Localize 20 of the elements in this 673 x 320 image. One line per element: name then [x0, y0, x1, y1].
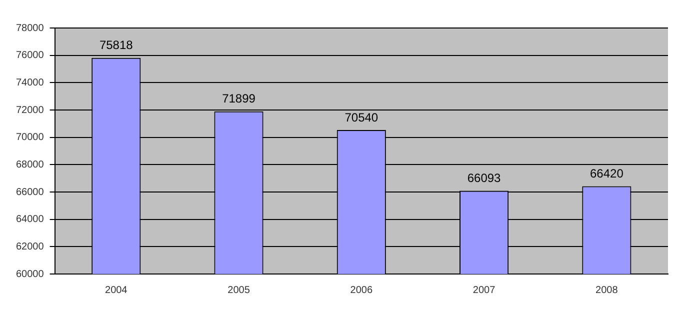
y-tick-label: 62000 [16, 241, 44, 252]
x-tick-label: 2004 [105, 284, 128, 296]
x-tick-label: 2007 [472, 284, 496, 296]
data-label: 66420 [590, 166, 624, 181]
data-label: 71899 [222, 92, 256, 106]
x-tick-label: 2005 [228, 284, 250, 296]
data-label: 75818 [99, 38, 134, 52]
x-tick-label: 2008 [596, 284, 618, 296]
y-tick-label: 70000 [16, 132, 44, 144]
data-label: 66093 [467, 171, 502, 186]
y-tick-label: 72000 [16, 104, 44, 116]
y-tick-label: 66000 [16, 186, 44, 198]
y-tick-label: 74000 [16, 77, 44, 88]
x-tick-label: 2006 [350, 284, 373, 296]
y-tick-label: 60000 [16, 268, 44, 280]
y-tick-label: 78000 [16, 22, 44, 34]
y-tick-label: 68000 [16, 159, 44, 170]
y-tick-label: 64000 [16, 214, 44, 226]
data-label: 70540 [344, 110, 378, 124]
y-tick-label: 76000 [16, 50, 44, 62]
